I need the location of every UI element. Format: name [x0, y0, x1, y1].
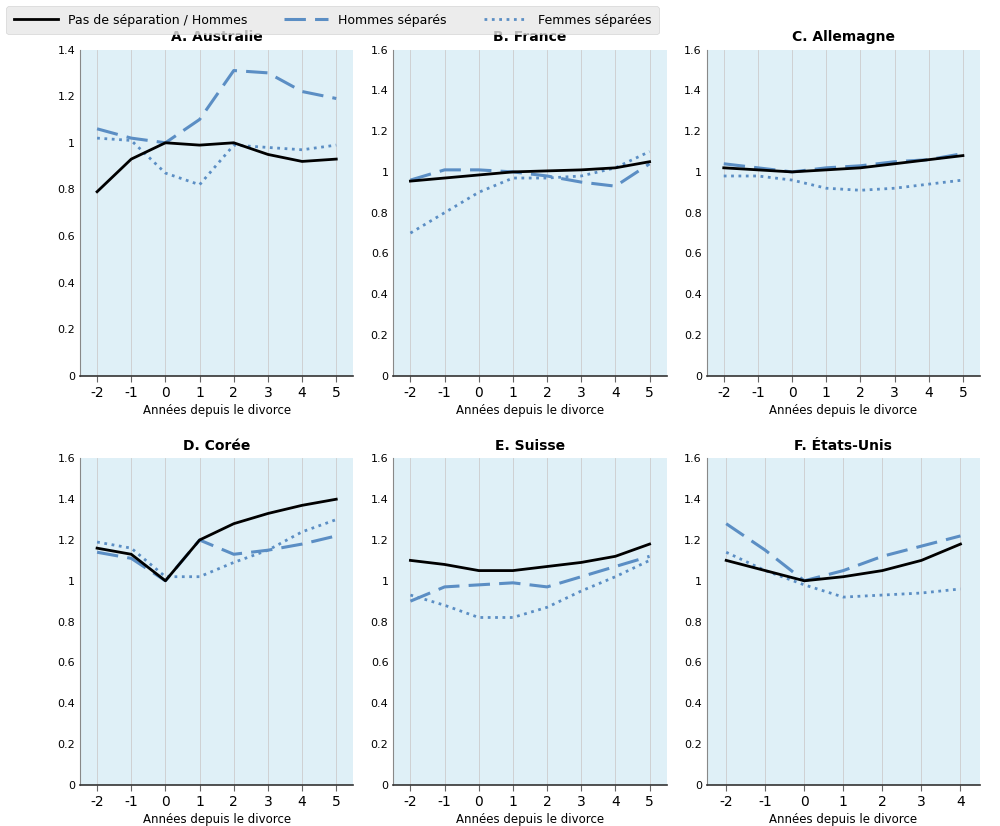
- X-axis label: Années depuis le divorce: Années depuis le divorce: [769, 814, 917, 826]
- Title: E. Suisse: E. Suisse: [495, 439, 565, 453]
- X-axis label: Années depuis le divorce: Années depuis le divorce: [769, 405, 917, 417]
- X-axis label: Années depuis le divorce: Années depuis le divorce: [143, 405, 291, 417]
- Title: D. Corée: D. Corée: [183, 439, 250, 453]
- X-axis label: Années depuis le divorce: Années depuis le divorce: [456, 405, 604, 417]
- Title: B. France: B. France: [493, 31, 567, 45]
- X-axis label: Années depuis le divorce: Années depuis le divorce: [143, 814, 291, 826]
- Legend: Pas de séparation / Hommes, Hommes séparés, Femmes séparées: Pas de séparation / Hommes, Hommes sépar…: [6, 7, 659, 34]
- Title: C. Allemagne: C. Allemagne: [792, 31, 895, 45]
- Title: F. États-Unis: F. États-Unis: [794, 439, 892, 453]
- X-axis label: Années depuis le divorce: Années depuis le divorce: [456, 814, 604, 826]
- Title: A. Australie: A. Australie: [171, 31, 263, 45]
